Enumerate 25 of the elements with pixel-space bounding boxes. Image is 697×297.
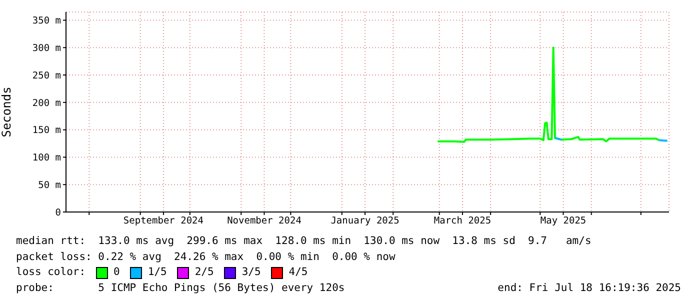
y-tick-label: 0 (55, 207, 62, 218)
x-tick-label: September 2024 (123, 216, 204, 227)
legend-label: 1/5 (146, 265, 167, 280)
legend-label: 0 (112, 265, 120, 280)
y-tick-label: 300 m (32, 42, 62, 54)
x-tick-label: March 2025 (434, 216, 492, 227)
y-axis-title: Seconds (0, 86, 14, 138)
y-tick-label: 350 m (32, 16, 62, 27)
y-tick-label: 50 m (38, 180, 62, 191)
text: end: Fri Jul 18 16:19:36 2025 (498, 280, 681, 296)
line-series (436, 46, 660, 143)
y-tick-label: 250 m (32, 70, 62, 82)
legend-label: 4/5 (288, 265, 308, 280)
legend-label: 2/5 (194, 265, 214, 280)
y-tick-label: 100 m (32, 152, 62, 164)
legend-label: 3/5 (240, 265, 261, 280)
x-tick-label: January 2025 (330, 216, 400, 227)
legend-title: loss color: (16, 265, 86, 280)
x-tick-label: November 2024 (227, 216, 302, 227)
text: median rtt: 133.0 ms avg 299.6 ms max 128.0 ms min 130.0 ms now 13.8 ms sd 9.7 am/s (16, 234, 592, 249)
y-tick-label: 200 m (32, 98, 62, 109)
y-tick-label: 150 m (32, 125, 62, 136)
text: packet loss: 0.22 % avg 24.26 % max 0.00 % min 0.00 % now (16, 250, 396, 264)
text: probe: 5 ICMP Echo Pings (56 Bytes) every 120s (16, 280, 345, 296)
x-tick-label: May 2025 (540, 216, 586, 227)
